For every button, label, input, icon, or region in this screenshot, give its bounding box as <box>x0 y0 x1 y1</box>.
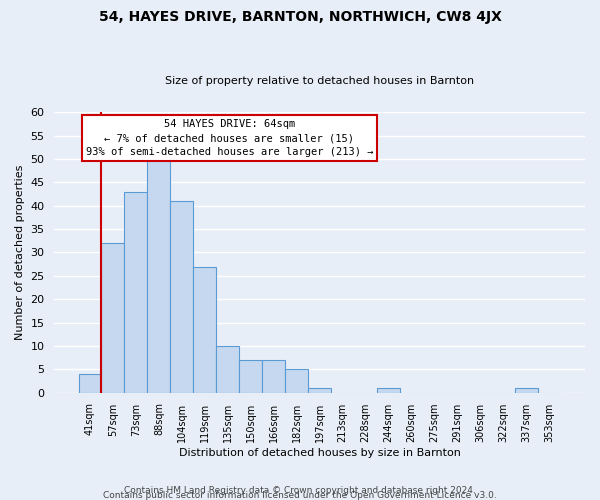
Title: Size of property relative to detached houses in Barnton: Size of property relative to detached ho… <box>165 76 474 86</box>
Bar <box>377 388 400 392</box>
Bar <box>170 201 193 392</box>
Text: 54, HAYES DRIVE, BARNTON, NORTHWICH, CW8 4JX: 54, HAYES DRIVE, BARNTON, NORTHWICH, CW8… <box>98 10 502 24</box>
Bar <box>239 360 262 392</box>
Y-axis label: Number of detached properties: Number of detached properties <box>15 165 25 340</box>
Bar <box>217 346 239 393</box>
X-axis label: Distribution of detached houses by size in Barnton: Distribution of detached houses by size … <box>179 448 461 458</box>
Bar <box>79 374 101 392</box>
Bar <box>285 370 308 392</box>
Bar <box>124 192 148 392</box>
Text: 54 HAYES DRIVE: 64sqm
← 7% of detached houses are smaller (15)
93% of semi-detac: 54 HAYES DRIVE: 64sqm ← 7% of detached h… <box>86 120 373 158</box>
Text: Contains public sector information licensed under the Open Government Licence v3: Contains public sector information licen… <box>103 491 497 500</box>
Bar <box>262 360 285 392</box>
Bar <box>101 243 124 392</box>
Bar <box>193 266 217 392</box>
Bar <box>308 388 331 392</box>
Bar <box>515 388 538 392</box>
Bar <box>148 159 170 392</box>
Text: Contains HM Land Registry data © Crown copyright and database right 2024.: Contains HM Land Registry data © Crown c… <box>124 486 476 495</box>
